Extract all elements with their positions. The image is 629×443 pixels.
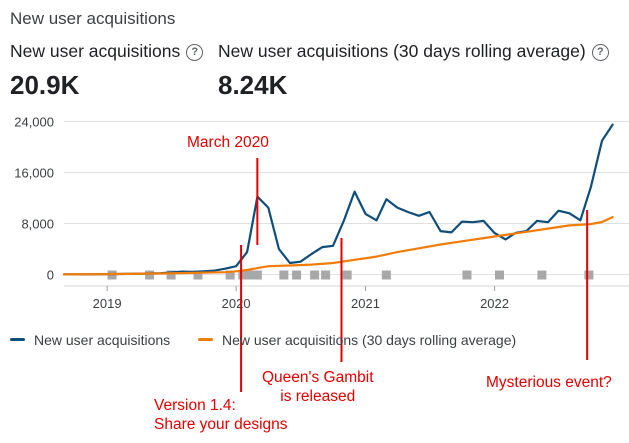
kpi-label-text: New user acquisitions (30 days rolling a… xyxy=(218,41,586,61)
annotation-version-1-4: Version 1.4: Share your designs xyxy=(154,396,288,434)
kpi-label-acquisitions: New user acquisitions? xyxy=(10,41,204,62)
legend-item-rolling-average[interactable]: New user acquisitions (30 days rolling a… xyxy=(198,332,516,348)
annotation-mysterious-event: Mysterious event? xyxy=(486,373,612,392)
y-tick-label: 8,000 xyxy=(21,216,54,231)
event-marker xyxy=(462,270,472,280)
x-tick-label: 2021 xyxy=(351,296,380,311)
event-marker xyxy=(193,270,203,280)
event-marker xyxy=(321,270,331,280)
event-marker xyxy=(494,270,504,280)
annotation-text: Mysterious event? xyxy=(486,374,612,391)
x-tick-label: 2019 xyxy=(93,296,122,311)
event-marker xyxy=(537,270,547,280)
legend-swatch xyxy=(10,338,25,341)
event-marker xyxy=(292,270,302,280)
event-marker xyxy=(166,270,176,280)
event-marker xyxy=(145,270,155,280)
y-tick-label: 0 xyxy=(47,267,54,282)
annotation-line: Queen's Gambit xyxy=(262,369,374,386)
kpi-label-rolling-average: New user acquisitions (30 days rolling a… xyxy=(218,41,609,62)
panel-title: New user acquisitions xyxy=(10,9,176,28)
annotation-march-2020: March 2020 xyxy=(187,133,269,152)
y-tick-label: 24,000 xyxy=(14,115,54,130)
legend-swatch xyxy=(198,338,213,341)
kpi-label-text: New user acquisitions xyxy=(10,41,181,61)
y-tick-label: 16,000 xyxy=(14,166,54,181)
event-marker xyxy=(342,270,352,280)
help-icon[interactable]: ? xyxy=(186,44,204,61)
legend-label: New user acquisitions xyxy=(34,332,171,348)
annotation-line: Share your designs xyxy=(154,416,288,433)
annotation-text: March 2020 xyxy=(187,134,269,151)
series-line-rolling-average xyxy=(62,216,614,276)
annotation-line: is released xyxy=(280,388,356,405)
annotation-line: Version 1.4: xyxy=(154,397,236,414)
event-marker xyxy=(381,270,391,280)
kpi-value-rolling-average: 8.24K xyxy=(218,70,288,100)
kpi-value-acquisitions: 20.9K xyxy=(10,70,80,100)
event-marker xyxy=(310,270,320,280)
x-tick-label: 2020 xyxy=(222,296,251,311)
event-marker xyxy=(584,270,594,280)
event-marker xyxy=(238,270,248,280)
event-marker xyxy=(225,270,235,280)
series-line-acquisitions xyxy=(62,123,614,276)
legend-item-acquisitions[interactable]: New user acquisitions xyxy=(10,332,170,348)
event-marker xyxy=(252,270,262,280)
x-tick-label: 2022 xyxy=(480,296,509,311)
help-icon[interactable]: ? xyxy=(591,44,609,61)
legend-label: New user acquisitions (30 days rolling a… xyxy=(222,332,517,348)
annotation-queens-gambit: Queen's Gambit is released xyxy=(262,368,374,406)
event-marker xyxy=(279,270,289,280)
event-marker xyxy=(245,270,255,280)
